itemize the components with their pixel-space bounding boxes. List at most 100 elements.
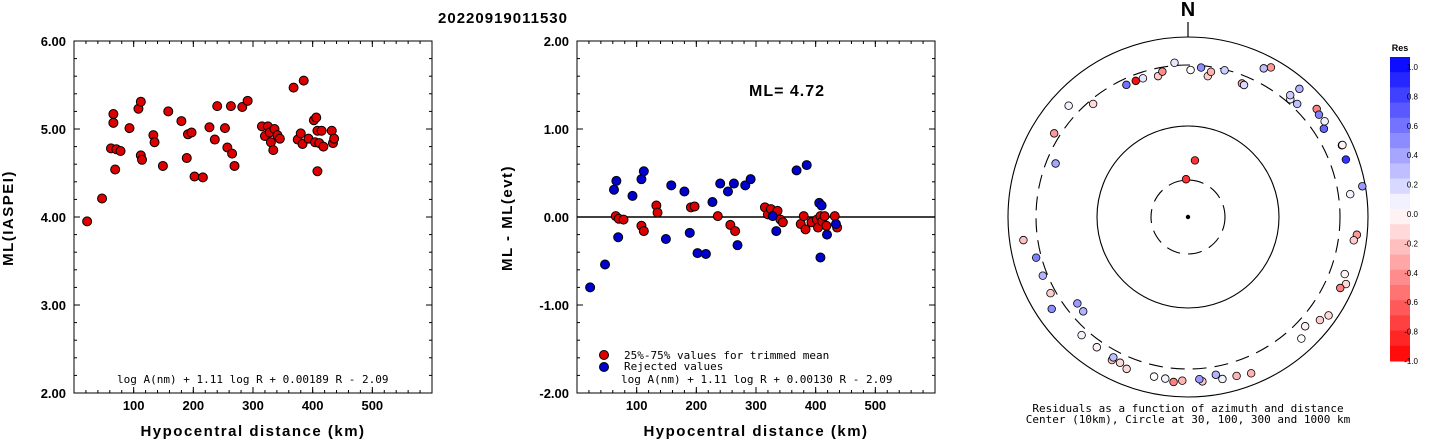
ml-iaspei-point: [225, 101, 236, 112]
colorbar-cell: [1390, 57, 1410, 73]
ml-iaspei-point: [318, 141, 329, 152]
colorbar-labels: 1.0 0.8 0.6 0.4 0.2 0.0 -0.2 -0.4 -0.6 -0.8 -1.0: [1404, 63, 1418, 366]
ml-residual-x-tick-label: 500: [864, 398, 886, 413]
rejected-point: [715, 178, 726, 189]
station-residual-point: [1077, 330, 1086, 340]
colorbar-label: -1.0: [1404, 357, 1418, 366]
rejected-point: [830, 219, 841, 230]
rejected-point: [771, 226, 782, 237]
colorbar-title: Res: [1392, 43, 1409, 53]
ml-iaspei-point: [181, 153, 192, 164]
station-residual-point: [1064, 101, 1073, 110]
rejected-point: [728, 178, 739, 189]
station-residual-point: [1196, 63, 1206, 72]
legend-label-trimmed: 25%-75% values for trimmed mean: [624, 349, 829, 362]
ml-residual-y-tick-label: -2.00: [539, 386, 569, 401]
station-residual-point: [1190, 156, 1200, 165]
ml-iaspei-point: [295, 128, 306, 139]
ml-iaspei-point: [316, 125, 327, 136]
colorbar-cell: [1390, 193, 1410, 210]
rejected-point: [801, 160, 812, 171]
rejected-point: [585, 282, 596, 293]
ml-iaspei-point: [311, 112, 322, 123]
station-residual-point: [1358, 182, 1367, 191]
ring-30km: [1150, 179, 1226, 255]
station-residual-point: [1158, 67, 1167, 76]
ml-iaspei-point: [268, 145, 279, 156]
station-residual-point: [1259, 64, 1268, 73]
station-residual-point: [1170, 58, 1179, 67]
station-residual-point: [1138, 74, 1148, 83]
colorbar-label: -0.6: [1404, 298, 1418, 307]
rejected-point: [791, 165, 802, 176]
station-residual-point: [1341, 155, 1351, 164]
ring-100km: [1096, 125, 1280, 309]
rejected-point: [815, 252, 826, 263]
rejected-point: [692, 248, 703, 259]
colorbar-cell: [1390, 209, 1410, 225]
station-residual-point: [1314, 110, 1324, 119]
rejected-point: [740, 180, 751, 191]
ml-iaspei-point: [229, 160, 240, 171]
rejected-point: [745, 174, 756, 185]
ml-iaspei-x-tick-label: 500: [361, 398, 383, 413]
polar-points: [1019, 58, 1367, 387]
station-residual-point: [1319, 124, 1329, 133]
colorbar-cell: [1390, 330, 1410, 347]
ml-iaspei-x-tick-label: 200: [182, 398, 204, 413]
ml-residual-y-tick-label: 1.00: [544, 122, 569, 137]
rejected-point: [822, 229, 833, 240]
station-residual-point: [1073, 299, 1082, 308]
rejected-point: [767, 211, 778, 222]
ml-iaspei-point: [97, 193, 108, 204]
rejected-point: [707, 197, 718, 208]
ml-iaspei-x-axis-label: Hypocentral distance (km): [140, 423, 365, 440]
rejected-point: [627, 190, 638, 201]
colorbar-cell: [1390, 72, 1410, 88]
station-residual-point: [1181, 175, 1191, 184]
rejected-point: [666, 180, 677, 191]
station-residual-point: [1239, 80, 1249, 90]
trimmed-mean-point: [821, 220, 832, 231]
ml-iaspei-panel: 100 200 300 400 500 2.00 3.00 4.00 5.00 6.00 Hypo…: [0, 34, 433, 440]
residual-colorbar: Res 1.0 0.8 0.6 0.4 0.2 0.0 -0.2 -0.4 -0.6 -0.8 -1…: [1390, 43, 1419, 366]
ml-residual-y-tick-label: -1.00: [539, 298, 569, 313]
rejected-point: [722, 186, 733, 197]
figure-title: 20220919011530: [438, 10, 568, 27]
colorbar-cell: [1390, 300, 1410, 316]
ml-iaspei-point: [108, 117, 119, 128]
colorbar-label: -0.4: [1404, 269, 1418, 278]
distance-rings: [1007, 36, 1369, 398]
rejected-point: [816, 200, 827, 211]
ml-event-value: ML= 4.72: [749, 83, 825, 100]
trimmed-mean-point: [618, 214, 629, 225]
ml-iaspei-plot-frame: [73, 40, 433, 394]
rejected-point: [613, 232, 624, 243]
station-residual-point: [1336, 283, 1345, 293]
ml-iaspei-point: [82, 216, 93, 227]
ml-iaspei-point: [329, 133, 340, 144]
ml-residual-y-tick-label: 0.00: [544, 210, 569, 225]
polar-center: [1185, 214, 1191, 220]
ml-iaspei-x-tick-label: 400: [302, 398, 324, 413]
station-residual-point: [1293, 99, 1302, 109]
colorbar-cell: [1390, 163, 1410, 180]
ml-iaspei-point: [237, 102, 248, 112]
trimmed-mean-point: [652, 207, 663, 218]
trimmed-mean-point: [819, 211, 830, 222]
trimmed-mean-point: [800, 224, 811, 235]
legend-marker-rejected: [599, 362, 609, 372]
station-residual-point: [1266, 63, 1276, 72]
ml-residual-formula: log A(nm) + 1.11 log R + 0.00130 R - 2.0…: [621, 373, 893, 386]
station-residual-point: [1049, 129, 1059, 138]
ml-iaspei-point: [312, 166, 323, 177]
ml-iaspei-x-tick-label: 300: [242, 398, 264, 413]
ml-iaspei-point: [124, 123, 135, 134]
station-residual-point: [1038, 271, 1048, 280]
ml-iaspei-point: [227, 148, 238, 159]
ml-iaspei-point: [219, 123, 230, 134]
rejected-point: [638, 166, 649, 177]
ml-iaspei-y-tick-label: 3.00: [41, 298, 66, 313]
ml-iaspei-point: [242, 95, 253, 106]
trimmed-mean-point: [638, 226, 649, 237]
